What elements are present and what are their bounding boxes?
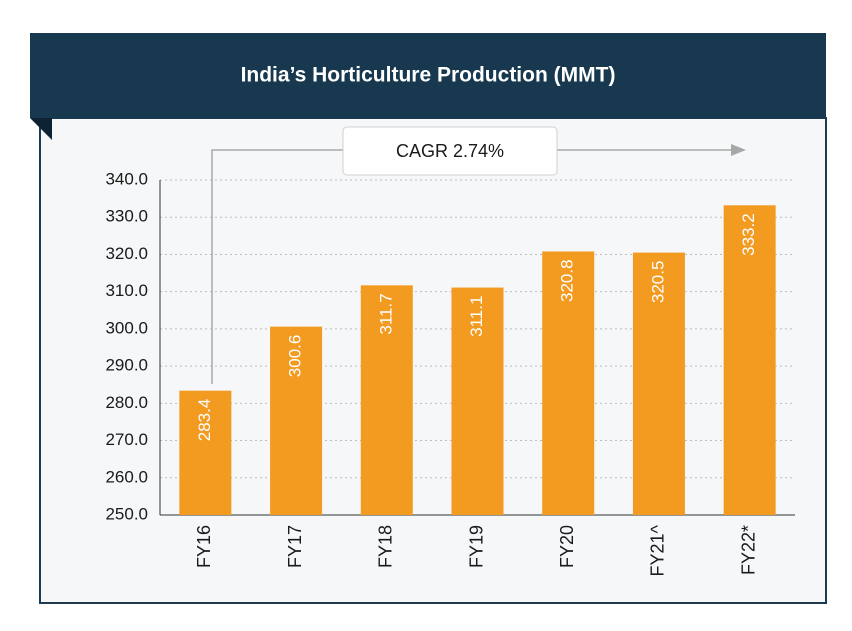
y-tick-label: 250.0 xyxy=(105,504,148,523)
value-label: 320.8 xyxy=(558,259,577,302)
annotation: CAGR 2.74% xyxy=(396,141,504,161)
x-tick-label: FY22* xyxy=(738,525,758,575)
bar xyxy=(632,252,685,516)
chart-title: India’s Horticulture Production (MMT) xyxy=(241,64,616,87)
value-label: 300.6 xyxy=(286,335,305,378)
x-tick-label: FY21^ xyxy=(648,524,668,576)
value-label: 333.2 xyxy=(739,213,758,256)
header-bar xyxy=(30,33,826,118)
arrow-head xyxy=(731,144,746,156)
plot: 250.0 260.0 270.0 280.0 290.0 300.0 310.0 320.0… xyxy=(105,169,795,576)
x-tick-label: FY16 xyxy=(194,525,214,568)
y-tick-label: 330.0 xyxy=(105,207,148,226)
bar xyxy=(360,285,413,515)
x-tick-label: FY17 xyxy=(285,525,305,568)
panel xyxy=(39,117,827,604)
value-label: 311.7 xyxy=(376,293,395,334)
x-tick-label: FY20 xyxy=(557,525,577,568)
bar xyxy=(270,326,323,515)
value-label: 311.1 xyxy=(467,296,486,337)
y-tick-label: 290.0 xyxy=(105,356,148,375)
value-label: 283.4 xyxy=(195,399,214,442)
y-tick-label: 310.0 xyxy=(105,281,148,300)
header-fold xyxy=(30,118,52,140)
annotation-box xyxy=(342,126,558,176)
bar xyxy=(542,251,595,515)
y-tick-label: 260.0 xyxy=(105,467,148,486)
cagr-arrow xyxy=(211,149,343,384)
bar xyxy=(179,390,232,515)
y-tick-label: 300.0 xyxy=(105,318,148,337)
bar xyxy=(451,287,504,515)
y-tick-label: 270.0 xyxy=(105,430,148,449)
y-tick-label: 280.0 xyxy=(105,393,148,412)
bar xyxy=(723,205,776,516)
y-tick-label: 320.0 xyxy=(105,244,148,263)
value-label: 320.5 xyxy=(648,261,667,304)
y-tick-label: 340.0 xyxy=(105,169,148,188)
x-tick-label: FY19 xyxy=(466,525,486,568)
x-tick-label: FY18 xyxy=(376,525,396,568)
